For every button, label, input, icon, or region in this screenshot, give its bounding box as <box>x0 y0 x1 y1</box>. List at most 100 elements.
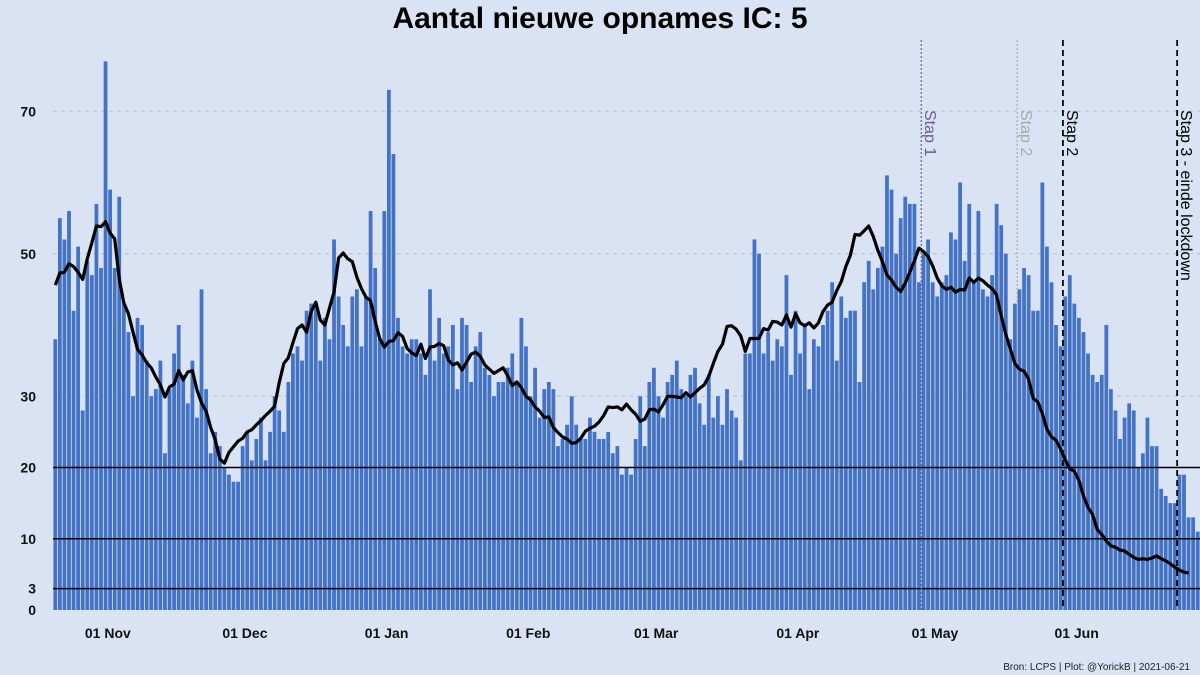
bar <box>546 382 551 610</box>
bar <box>323 317 327 610</box>
bar <box>1122 417 1127 610</box>
bar <box>1031 310 1036 610</box>
bar <box>706 374 711 610</box>
bar <box>875 268 880 610</box>
bar <box>528 396 533 610</box>
bar <box>355 289 359 610</box>
bar <box>830 282 835 610</box>
bar <box>1163 496 1168 610</box>
bar <box>1177 474 1182 610</box>
bar <box>1195 531 1200 610</box>
x-tick-label: 01 Nov <box>85 625 131 641</box>
bar <box>396 317 400 610</box>
bar <box>441 353 446 610</box>
bar <box>798 353 803 610</box>
bar <box>446 346 451 610</box>
bar <box>1049 282 1054 610</box>
bar <box>702 424 707 610</box>
bar <box>510 353 515 610</box>
bar <box>236 481 240 610</box>
bar <box>661 417 665 610</box>
bar <box>606 431 611 610</box>
bar <box>304 310 309 610</box>
bar <box>620 474 624 610</box>
bar <box>1095 382 1100 610</box>
bar <box>67 211 71 610</box>
bar <box>213 431 218 610</box>
bar <box>414 339 419 610</box>
bar <box>131 396 135 610</box>
bar <box>935 296 940 610</box>
bar <box>898 218 903 610</box>
bar <box>80 410 85 610</box>
bar <box>332 239 336 610</box>
bar <box>313 303 318 610</box>
bar <box>857 382 862 610</box>
bar <box>505 367 510 610</box>
bar <box>962 260 967 610</box>
bar <box>1140 453 1145 610</box>
bar <box>949 232 953 610</box>
bar <box>684 396 688 610</box>
bar <box>551 389 556 610</box>
bar <box>615 446 620 610</box>
bar <box>227 474 231 610</box>
bar <box>112 268 117 610</box>
bar <box>926 239 930 610</box>
bar <box>1172 503 1177 610</box>
bar <box>277 410 282 610</box>
bar <box>944 275 949 610</box>
bar <box>697 403 702 610</box>
bar <box>542 389 547 610</box>
bar <box>382 211 387 610</box>
bar <box>862 282 867 610</box>
bar <box>469 382 474 610</box>
bar <box>153 389 158 610</box>
bar <box>364 296 368 610</box>
bar <box>985 296 990 610</box>
y-tick-label: 20 <box>20 460 36 476</box>
bar <box>519 317 524 610</box>
x-tick-label: 01 Jan <box>365 625 409 641</box>
bar <box>999 225 1004 610</box>
bar <box>373 268 378 610</box>
bar <box>789 374 793 610</box>
bar <box>560 439 565 610</box>
bar <box>199 289 204 610</box>
bar <box>85 260 90 610</box>
x-tick-label: 01 May <box>912 625 959 641</box>
bar <box>492 396 496 610</box>
bar <box>537 417 542 610</box>
bar <box>217 446 222 610</box>
bar <box>1150 446 1154 610</box>
bar <box>163 453 167 610</box>
bar <box>89 275 94 610</box>
bar <box>1077 317 1081 610</box>
bar <box>53 339 58 610</box>
bar <box>249 460 254 610</box>
bar <box>853 310 857 610</box>
bar <box>1168 503 1173 610</box>
bar <box>807 389 812 610</box>
y-tick-label: 0 <box>28 602 36 618</box>
bar <box>629 474 633 610</box>
bar <box>693 367 697 610</box>
bar <box>295 346 300 610</box>
event-label: Stap 2 <box>1017 110 1034 156</box>
bar <box>263 460 268 610</box>
bar <box>103 61 108 610</box>
bar <box>158 360 163 610</box>
bar <box>889 189 894 610</box>
bar <box>195 417 199 610</box>
bar <box>71 310 76 610</box>
bar <box>716 396 720 610</box>
bar <box>345 346 350 610</box>
source-caption: Bron: LCPS | Plot: @YorickB | 2021-06-21 <box>1003 662 1190 673</box>
bar <box>1131 410 1136 610</box>
x-axis: 01 Nov 01 Dec 01 Jan 01 Feb 01 Mar 01 Apr 01 M… <box>85 625 1099 641</box>
bar <box>268 431 272 610</box>
bar <box>309 303 314 610</box>
bar <box>437 317 442 610</box>
bar <box>1186 517 1191 610</box>
